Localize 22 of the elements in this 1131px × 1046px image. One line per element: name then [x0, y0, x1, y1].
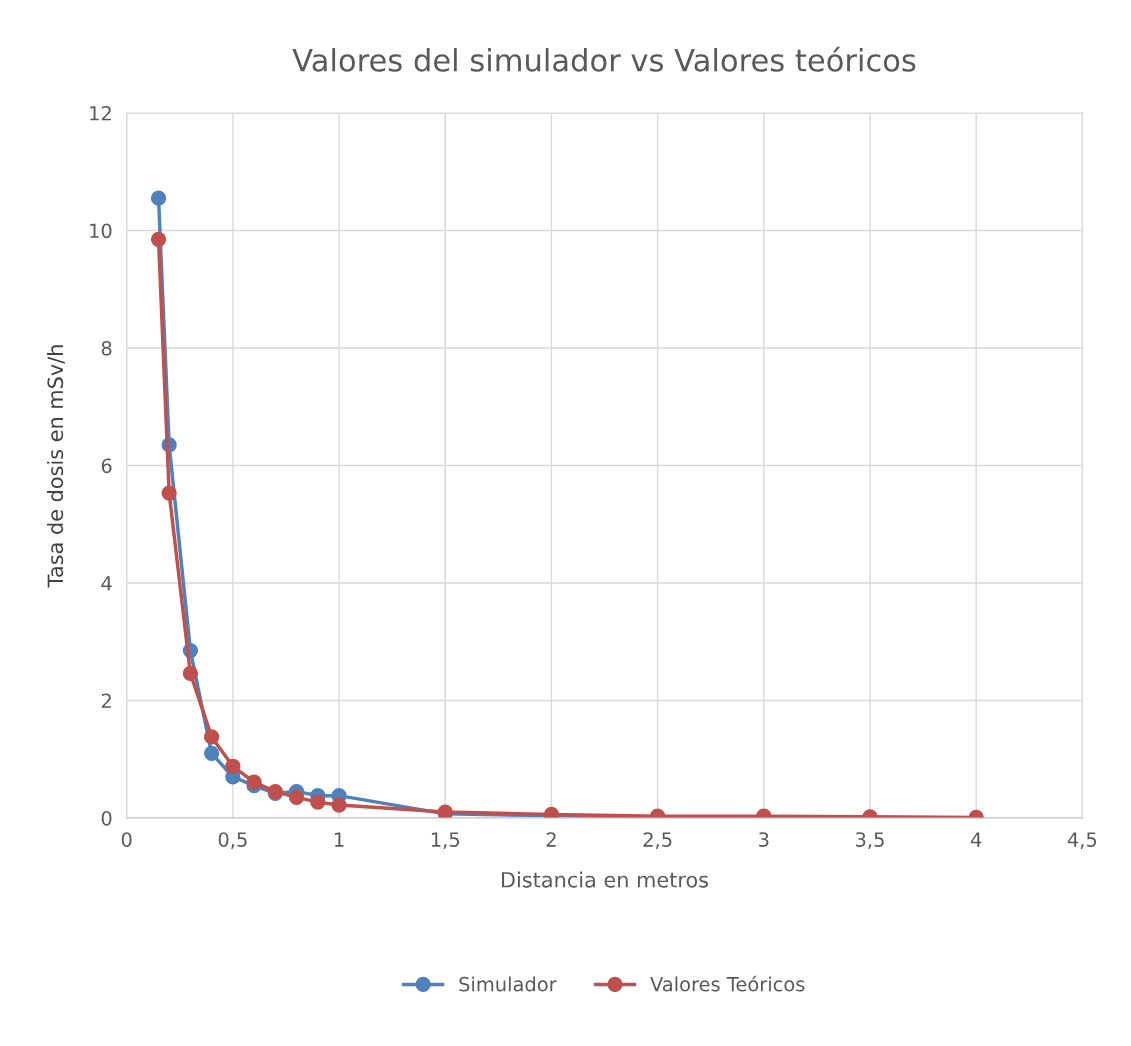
- x-tick-label: 3: [759, 832, 769, 847]
- x-tick-label: 3,5: [856, 832, 884, 849]
- x-axis-title: Distancia en metros: [502, 871, 709, 888]
- x-tick-label: 0,5: [218, 832, 247, 849]
- x-tick-label: 2,5: [643, 832, 672, 849]
- y-axis-title: Tasa de dosis en mSv/h: [47, 345, 65, 588]
- legend-label: Valores Teóricos: [650, 975, 805, 992]
- legend-label: Simulador: [459, 976, 557, 992]
- y-tick-label: 0: [101, 810, 112, 826]
- y-tick-label: 10: [90, 223, 112, 239]
- y-tick-label: 12: [90, 105, 111, 121]
- x-tick-label: 4,5: [1067, 832, 1097, 849]
- x-tick-label: 1: [335, 832, 344, 847]
- chart-title: Valores del simulador vs Valores teóricos: [292, 46, 916, 72]
- y-tick-label: 2: [101, 693, 111, 708]
- y-tick-label: 6: [101, 458, 112, 474]
- x-tick-label: 1,5: [431, 832, 459, 849]
- y-tick-label: 8: [101, 340, 112, 356]
- x-tick-label: 2: [546, 832, 556, 847]
- y-tick-label: 4: [101, 576, 112, 591]
- x-tick-label: 0: [121, 832, 132, 847]
- x-tick-label: 4: [970, 832, 982, 847]
